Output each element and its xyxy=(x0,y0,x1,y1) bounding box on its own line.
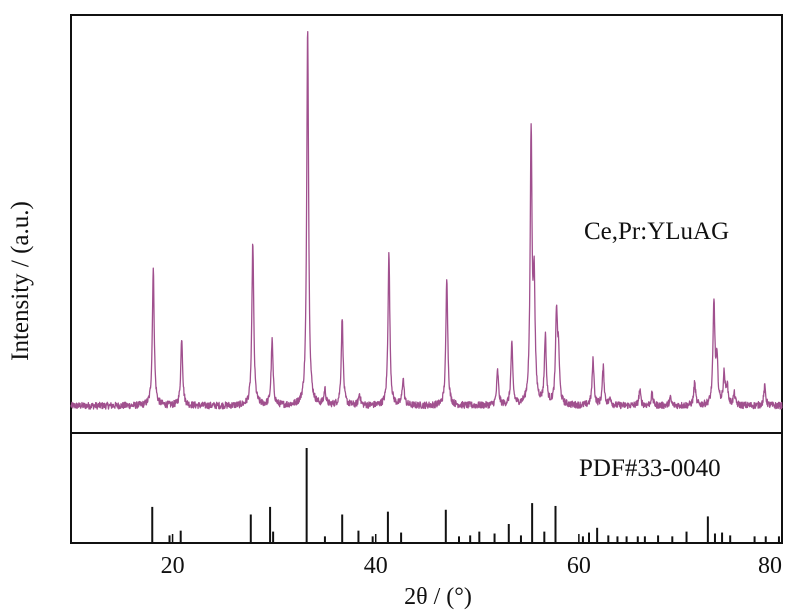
bottom-panel-frame xyxy=(70,432,783,544)
sample-annotation: Ce,Pr:YLuAG xyxy=(584,218,729,245)
x-axis-label: 2θ / (°) xyxy=(404,584,472,610)
series-line xyxy=(70,31,783,410)
x-axis-ticks: 20 40 60 80 xyxy=(161,534,783,579)
x-tick-label: 20 xyxy=(161,553,185,579)
xrd-pattern-panel: Ce,Pr:YLuAG xyxy=(70,14,783,434)
x-tick-label: 60 xyxy=(567,553,591,579)
series-group xyxy=(70,31,783,410)
y-axis-label: Intensity / (a.u.) xyxy=(7,201,34,361)
reference-annotation: PDF#33-0040 xyxy=(579,455,721,482)
x-tick-label: 40 xyxy=(364,553,388,579)
x-tick-label: 80 xyxy=(758,553,782,579)
reference-pattern-panel: PDF#33-0040 20 40 60 80 xyxy=(70,432,783,579)
reference-lines-group xyxy=(151,448,780,543)
